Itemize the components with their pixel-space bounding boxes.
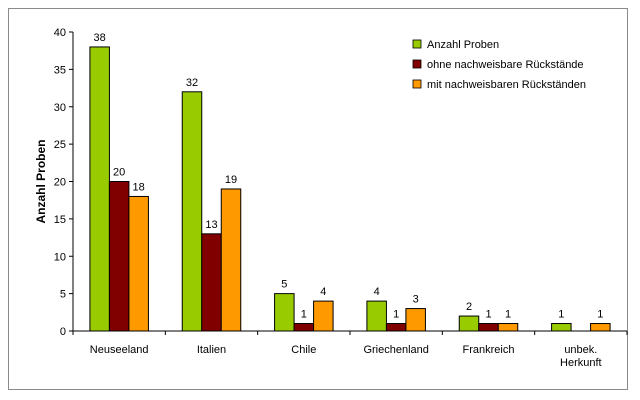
data-label: 1 [558,309,564,321]
data-label: 1 [393,309,399,321]
legend-swatch [412,59,422,69]
data-label: 5 [281,279,287,291]
data-label: 2 [466,301,472,313]
data-label: 4 [374,286,380,298]
legend-swatch [412,39,422,49]
bar [497,323,519,332]
legend-label: mit nachweisbaren Rückständen [427,79,586,91]
bar [108,181,130,332]
data-label: 13 [205,219,217,231]
bar [366,300,387,332]
bar [89,46,110,332]
bar [220,188,242,332]
y-tick-label: 25 [54,139,66,151]
legend: Anzahl Proben ohne nachweisbare Rückständ… [412,39,586,91]
data-label: 1 [505,309,511,321]
x-tick-label: Chile [291,344,316,356]
x-tick-label: Griechenland [363,344,428,356]
bar [590,323,611,332]
bars [89,46,611,332]
data-label: 20 [113,167,125,179]
x-tick-label: Herkunft [560,357,602,369]
bar [405,308,426,332]
bar [458,315,480,332]
bar [128,195,149,332]
bar [293,323,315,332]
legend-swatch [412,79,422,89]
bar [274,293,295,332]
data-label: 4 [320,286,326,298]
legend-label: ohne nachweisbare Rückstände [427,59,584,71]
bar [313,300,334,332]
y-tick-label: 15 [54,214,66,226]
data-label: 1 [597,309,603,321]
data-label: 18 [133,181,145,193]
data-label: 3 [413,294,419,306]
bar [478,323,499,332]
y-tick-label: 40 [54,27,66,39]
bar [181,91,203,332]
data-label: 1 [485,309,491,321]
y-axis-title: Anzahl Proben [34,139,48,223]
legend-label: Anzahl Proben [427,39,499,51]
data-label: 19 [225,174,237,186]
bar [551,323,572,332]
bar [201,233,222,332]
y-tick-label: 30 [54,102,66,114]
data-label: 32 [186,77,198,89]
y-tick-label: 10 [54,251,66,263]
data-label: 1 [301,309,307,321]
x-tick-label: Italien [197,344,226,356]
x-tick-label: Neuseeland [90,344,149,356]
bar [385,323,407,332]
data-label: 38 [94,32,106,44]
x-tick-label: unbek. [564,344,597,356]
y-tick-label: 20 [54,177,66,189]
x-tick-label: Frankreich [463,344,515,356]
y-tick-label: 0 [60,326,66,338]
y-tick-label: 5 [60,289,66,301]
y-tick-label: 35 [54,64,66,76]
